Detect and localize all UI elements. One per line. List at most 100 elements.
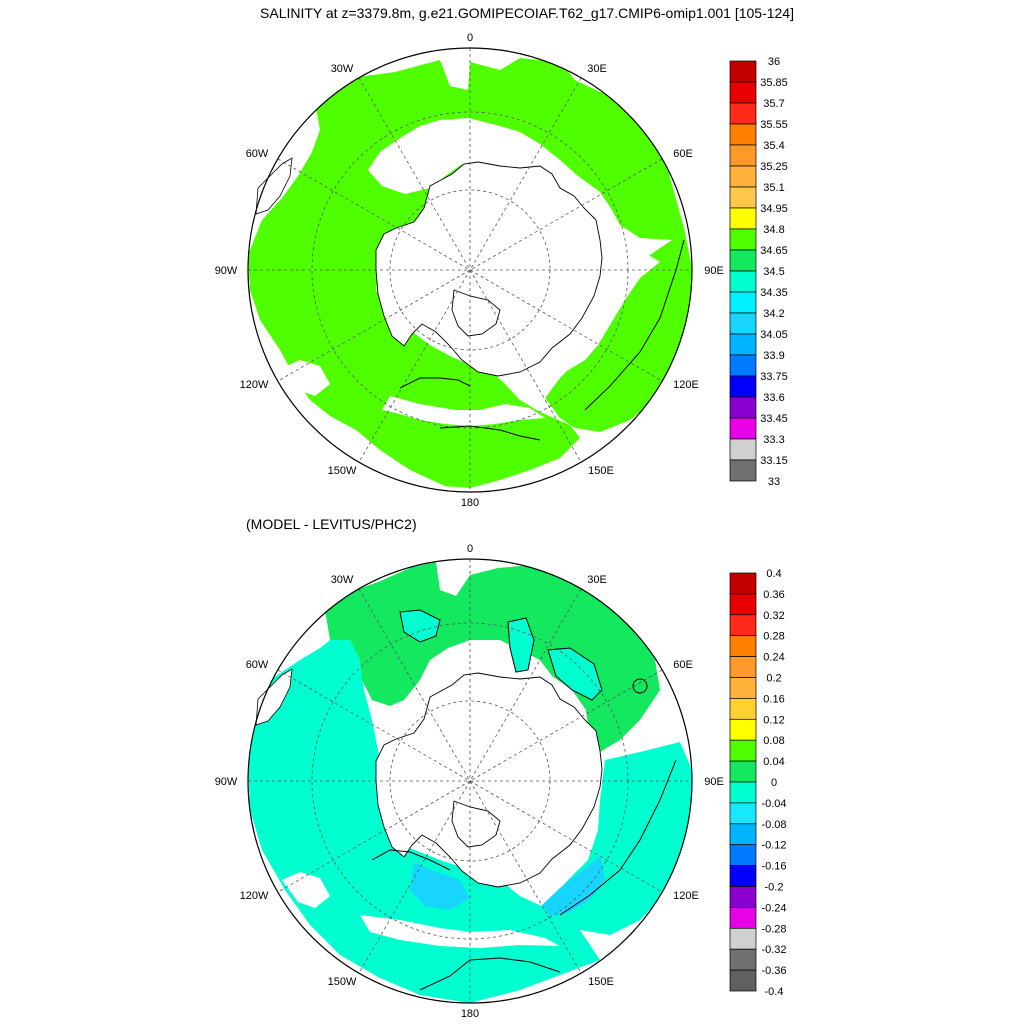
panel1-lon-label-120e: 120E — [673, 379, 699, 391]
panel2-title: (MODEL - LEVITUS/PHC2) — [246, 516, 417, 532]
colorbar2-tick-label: 0.2 — [766, 673, 781, 685]
panel2-antarctica-coast — [375, 672, 603, 888]
colorbar1-tick-label: 33.75 — [760, 371, 788, 383]
colorbar2-tick-label: 0.16 — [763, 693, 784, 705]
colorbar2-swatch-6 — [729, 698, 757, 720]
panel1-lon-label-30e: 30E — [587, 63, 607, 75]
colorbar1-tick-label: 33.6 — [763, 392, 784, 404]
colorbar2-swatch-11 — [729, 802, 757, 825]
panel2-lon-label-30e: 30E — [587, 574, 607, 586]
colorbar1-swatch-17 — [729, 417, 757, 440]
panel1-lon-label-0: 0 — [467, 32, 473, 44]
colorbar1-swatch-6 — [729, 186, 757, 209]
colorbar2-tick-label: 0.36 — [763, 589, 784, 601]
panel1-lon-label-60w: 60W — [246, 148, 269, 160]
colorbar2-tick-label: 0.04 — [763, 756, 784, 768]
panel2-nodata-south — [360, 915, 560, 948]
panel2-lon-label-150e: 150E — [588, 976, 614, 988]
panel2-map: 0 30E 60E 90E 120E 150E 180 150W 120W 90… — [215, 543, 724, 1020]
colorbar2-tick-label: -0.2 — [765, 882, 784, 894]
colorbar1-swatch-13 — [729, 333, 757, 356]
colorbar2-swatch-16 — [729, 907, 757, 929]
colorbar1-tick-label: 36 — [768, 56, 780, 68]
colorbar2-swatch-0 — [729, 572, 757, 595]
panel1-lon-label-90w: 90W — [215, 265, 238, 277]
panel1-nodata-south-ross — [382, 396, 545, 426]
panel2-lon-label-120e: 120E — [673, 890, 699, 902]
colorbar2-tick-label: 0.4 — [766, 568, 781, 580]
colorbar1-tick-label: 34.8 — [763, 224, 784, 236]
colorbar2-swatch-15 — [729, 886, 757, 908]
panel1-lon-label-90e: 90E — [704, 265, 724, 277]
colorbar1-tick-label: 33.45 — [760, 413, 788, 425]
panel2-field-strong-negative-2 — [542, 856, 605, 916]
colorbar1-tick-label: 34.65 — [760, 245, 788, 257]
colorbar1-swatch-9 — [729, 249, 757, 272]
colorbar1-tick-label: 35.55 — [760, 119, 788, 131]
colorbar1-tick-label: 34.95 — [760, 203, 788, 215]
panel1-lon-label-30w: 30W — [331, 63, 354, 75]
colorbar1-swatch-3 — [729, 123, 757, 146]
colorbar1-tick-label: 33 — [768, 476, 780, 488]
panel2-field-negative-patch-3 — [548, 648, 602, 700]
panel2-lon-label-60w: 60W — [246, 659, 269, 671]
colorbar1-swatch-8 — [729, 228, 757, 251]
panel1-antarctica-coast — [375, 161, 603, 377]
panel1-lon-label-60e: 60E — [673, 148, 693, 160]
colorbar2-tick-label: -0.16 — [761, 861, 786, 873]
colorbar2-swatch-3 — [729, 635, 757, 657]
colorbar1-tick-label: 33.9 — [763, 350, 784, 362]
colorbar2-swatch-9 — [729, 760, 757, 783]
colorbar1-tick-label: 35.85 — [760, 77, 788, 89]
colorbar2-tick-label: 0 — [771, 777, 777, 789]
colorbar1-swatch-16 — [729, 396, 757, 419]
panel2-lon-label-180: 180 — [461, 1008, 479, 1020]
colorbar1-swatch-7 — [729, 207, 757, 230]
colorbar1-swatch-0 — [729, 60, 757, 83]
colorbar1-swatch-12 — [729, 312, 757, 335]
panel2-lon-label-120w: 120W — [240, 890, 269, 902]
panel1-map: 0 30E 60E 90E 120E 150E 180 150W 120W 90… — [215, 32, 724, 509]
colorbar2-swatch-12 — [729, 823, 757, 846]
colorbar1-tick-label: 34.2 — [763, 308, 784, 320]
panel1-lon-label-120w: 120W — [240, 379, 269, 391]
colorbar2-swatch-8 — [729, 739, 757, 762]
colorbar2-tick-label: 0.28 — [763, 631, 784, 643]
colorbar1-swatch-1 — [729, 81, 757, 104]
panel2-south-america — [255, 668, 293, 726]
colorbar2-swatch-10 — [729, 781, 757, 804]
colorbar2-tick-label: -0.12 — [761, 840, 786, 852]
panel2-field-negative-patch — [400, 610, 440, 642]
panel2-colorbar: 0.4 0.36 0.32 0.28 0.24 0.2 0.16 0.12 0.08 0.04 0 -… — [729, 568, 787, 998]
panel2-lon-label-150w: 150W — [328, 976, 357, 988]
colorbar1-swatch-14 — [729, 354, 757, 377]
colorbar1-tick-label: 35.7 — [763, 98, 784, 110]
colorbar2-tick-label: 0.12 — [763, 714, 784, 726]
colorbar1-tick-label: 33.15 — [760, 455, 788, 467]
colorbar2-tick-label: -0.36 — [761, 965, 786, 977]
colorbar2-tick-label: -0.04 — [761, 798, 786, 810]
panel2-contours — [371, 609, 677, 991]
panel2-nodata-pacific — [282, 872, 330, 908]
panel2-lon-label-30w: 30W — [331, 574, 354, 586]
colorbar1-swatch-18 — [729, 438, 757, 461]
colorbar2-swatch-17 — [729, 927, 757, 950]
colorbar1-swatch-2 — [729, 102, 757, 125]
panel2-lon-label-90w: 90W — [215, 776, 238, 788]
panel2-lon-label-0: 0 — [467, 543, 473, 555]
panel1-south-america — [255, 157, 293, 215]
colorbar1-swatch-19 — [729, 459, 757, 482]
colorbar2-tick-label: -0.32 — [761, 944, 786, 956]
panel1-title: SALINITY at z=3379.8m, g.e21.GOMIPECOIAF… — [260, 5, 794, 21]
colorbar1-tick-label: 33.3 — [763, 434, 784, 446]
panel2-field-strong-negative-1 — [410, 862, 470, 910]
panel1-map-border — [247, 47, 693, 493]
colorbar1-tick-label: 34.35 — [760, 287, 788, 299]
colorbar2-tick-label: -0.4 — [765, 986, 784, 998]
colorbar1-swatch-4 — [729, 144, 757, 167]
colorbar2-swatch-2 — [729, 614, 757, 637]
panel2-lon-label-60e: 60E — [673, 659, 693, 671]
colorbar2-tick-label: 0.24 — [763, 652, 784, 664]
colorbar1-swatch-5 — [729, 165, 757, 188]
colorbar2-swatch-5 — [729, 677, 757, 699]
